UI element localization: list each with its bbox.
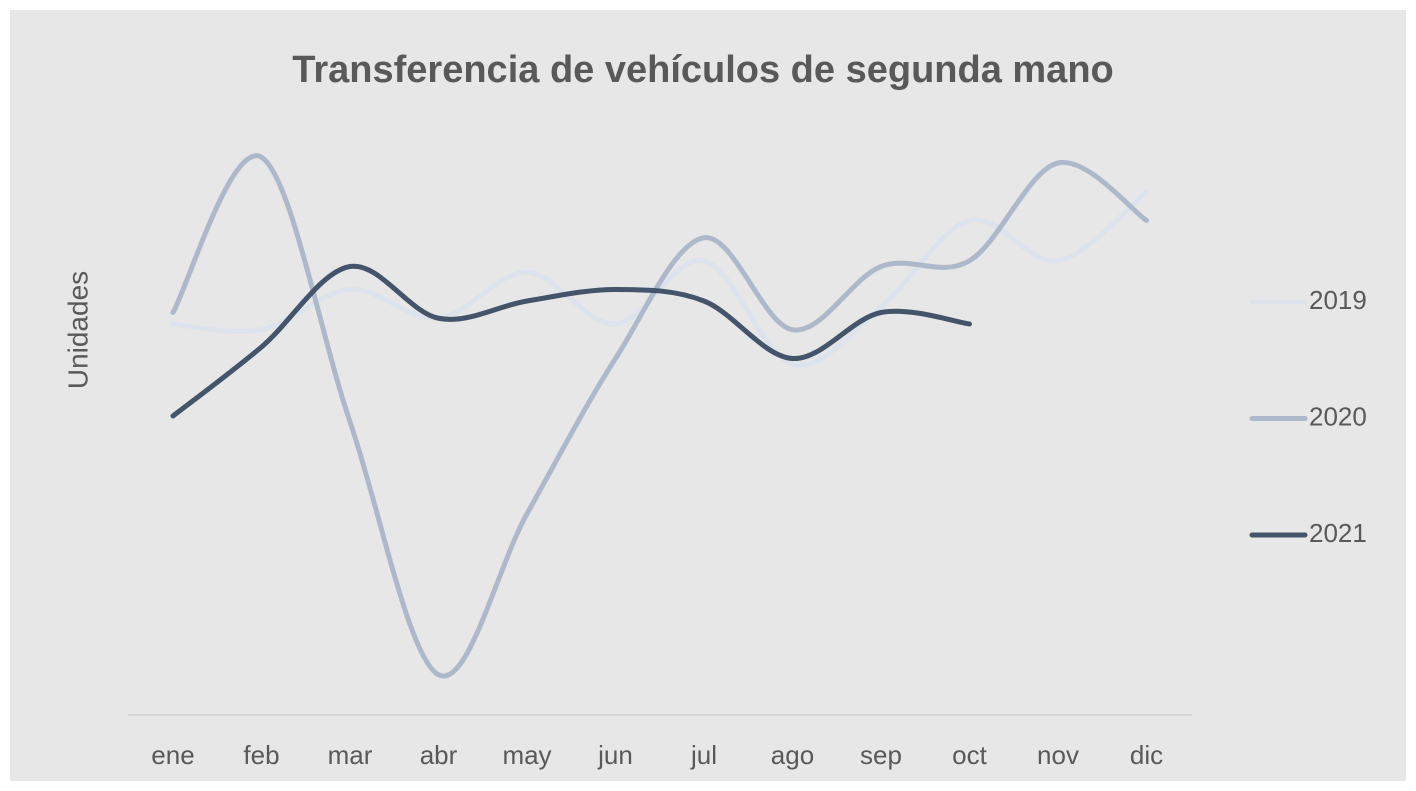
x-tick-label: dic	[1130, 740, 1163, 770]
x-tick-label: abr	[420, 740, 458, 770]
chart-title: Transferencia de vehículos de segunda ma…	[292, 49, 1114, 91]
x-tick-label: jul	[690, 740, 717, 770]
legend-label: 2021	[1309, 518, 1367, 548]
legend-label: 2020	[1309, 401, 1367, 431]
x-tick-label: sep	[860, 740, 902, 770]
x-tick-label: oct	[952, 740, 987, 770]
x-tick-label: ago	[771, 740, 814, 770]
series-line	[170, 153, 1149, 679]
x-tick-label: may	[502, 740, 551, 770]
series-line	[170, 189, 1149, 368]
y-axis-label: Unidades	[62, 271, 93, 389]
x-tick-label: nov	[1037, 740, 1079, 770]
chart-background	[10, 10, 1406, 781]
legend-label: 2019	[1309, 285, 1367, 315]
x-tick-label: feb	[243, 740, 279, 770]
x-tick-label: mar	[328, 740, 373, 770]
series-line	[170, 263, 972, 419]
x-tick-label: ene	[151, 740, 194, 770]
x-tick-label: jun	[597, 740, 633, 770]
